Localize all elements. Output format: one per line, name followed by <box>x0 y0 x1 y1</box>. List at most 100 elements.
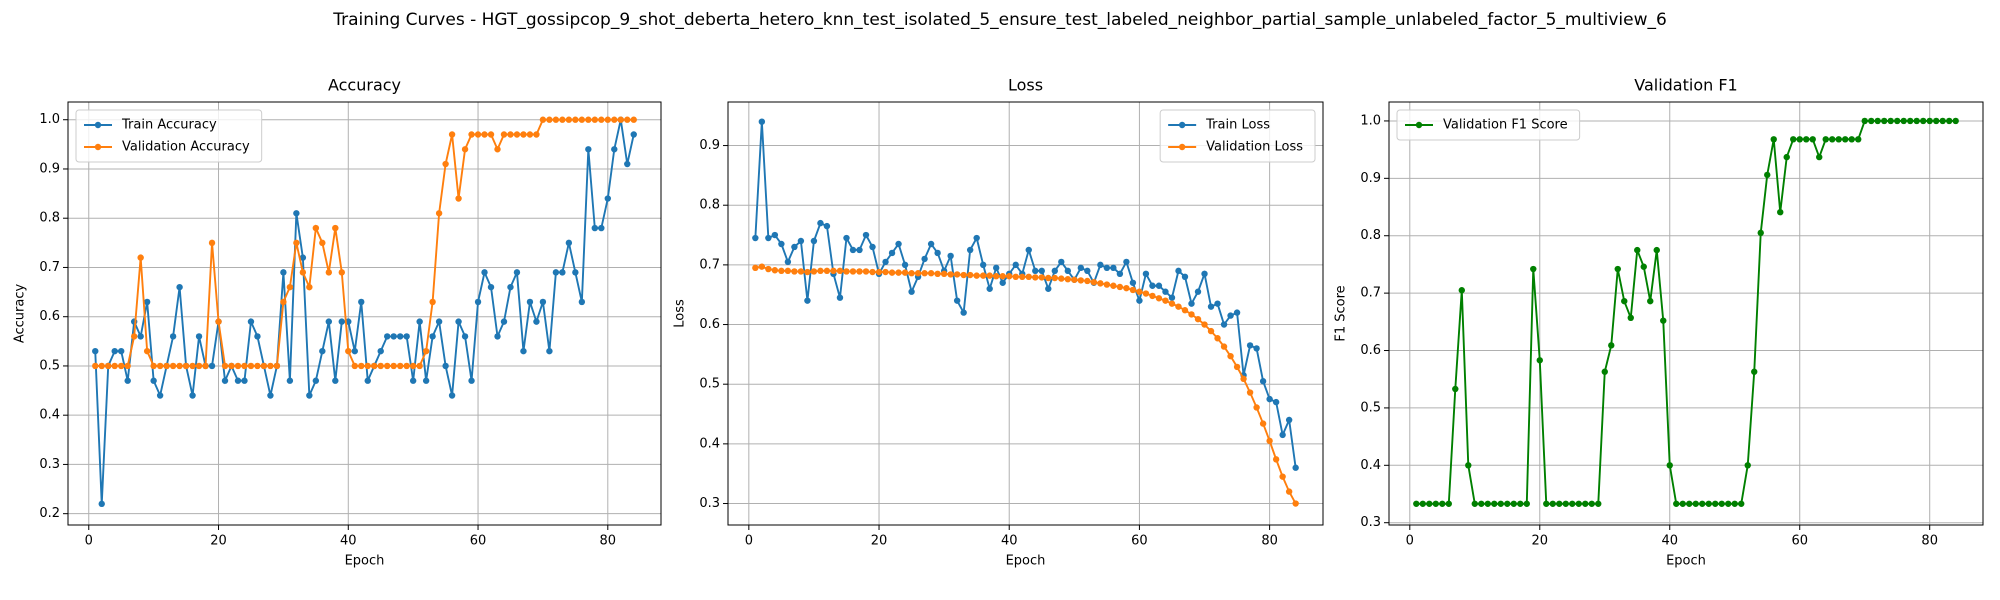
data-point <box>1051 274 1058 282</box>
data-point <box>1142 290 1150 297</box>
data-point <box>221 362 229 370</box>
data-point <box>1868 117 1875 125</box>
data-point <box>1569 500 1576 507</box>
data-point <box>817 267 824 275</box>
data-point <box>176 362 183 370</box>
data-point <box>1471 500 1478 507</box>
data-point <box>1175 303 1182 310</box>
data-point <box>390 362 397 370</box>
data-point <box>1465 462 1472 469</box>
data-point <box>804 268 811 276</box>
data-point <box>752 234 759 242</box>
data-point <box>1116 283 1124 291</box>
data-point <box>630 116 637 123</box>
data-point <box>565 116 573 123</box>
data-point <box>286 283 294 291</box>
data-point <box>1738 500 1745 507</box>
data-point <box>784 258 792 266</box>
data-point <box>1136 288 1143 295</box>
data-point <box>254 333 261 340</box>
data-point <box>559 269 566 276</box>
data-point <box>1292 464 1299 471</box>
data-point <box>526 131 534 138</box>
data-point <box>442 160 449 168</box>
data-point <box>118 362 125 370</box>
data-point <box>403 333 410 340</box>
data-point <box>810 268 818 275</box>
data-point <box>1285 488 1293 495</box>
data-point <box>1227 352 1234 360</box>
data-point <box>98 500 105 508</box>
data-point <box>986 272 993 279</box>
data-point <box>364 377 371 384</box>
data-point <box>1874 117 1881 125</box>
data-point <box>228 362 235 370</box>
data-point <box>234 362 242 370</box>
data-point <box>442 362 449 370</box>
data-point <box>409 362 417 370</box>
legend-marker <box>1178 143 1186 151</box>
data-point <box>92 347 99 355</box>
data-point <box>585 146 592 153</box>
x-tick-label: 0 <box>745 534 753 549</box>
data-point <box>403 362 410 370</box>
data-point <box>500 318 508 325</box>
data-point <box>1084 277 1091 285</box>
data-point <box>791 243 798 251</box>
data-point <box>202 362 209 370</box>
data-point <box>280 298 287 306</box>
figure-title: Training Curves - HGT_gossipcop_9_shot_d… <box>332 10 1667 30</box>
y-tick-label: 0.8 <box>39 211 60 226</box>
data-point <box>1517 500 1524 507</box>
data-point <box>1188 300 1195 307</box>
data-point <box>765 234 772 242</box>
data-point <box>1012 273 1019 281</box>
y-tick-label: 0.6 <box>1360 343 1381 358</box>
data-point <box>1038 274 1045 281</box>
y-tick-label: 0.5 <box>1360 400 1381 415</box>
data-point <box>124 377 131 384</box>
data-point <box>552 269 560 276</box>
legend-label: Validation F1 Score <box>1443 118 1568 133</box>
data-point <box>182 362 190 370</box>
data-point <box>1692 500 1699 507</box>
data-point <box>351 347 358 355</box>
data-point <box>1155 295 1163 302</box>
data-point <box>882 258 889 266</box>
data-point <box>856 268 863 275</box>
data-point <box>1097 261 1104 269</box>
data-point <box>293 210 300 217</box>
data-point <box>1110 282 1117 289</box>
data-point <box>572 116 579 123</box>
data-point <box>293 239 300 247</box>
data-point <box>332 224 339 232</box>
data-point <box>804 297 811 304</box>
data-point <box>830 267 837 275</box>
data-point <box>435 318 443 325</box>
data-point <box>973 272 980 279</box>
data-point <box>1549 500 1556 507</box>
x-tick-label: 60 <box>1791 534 1808 549</box>
legend-box <box>1396 109 1581 141</box>
data-point <box>435 210 443 217</box>
data-point <box>927 240 935 248</box>
data-point <box>254 362 261 370</box>
data-point <box>1861 117 1868 125</box>
data-point <box>1445 500 1452 507</box>
legend-box <box>1159 109 1316 163</box>
data-point <box>1220 321 1228 328</box>
data-point <box>921 270 928 277</box>
data-point <box>1718 500 1725 507</box>
y-tick-label: 0.9 <box>699 138 720 153</box>
data-point <box>98 362 105 370</box>
data-point <box>552 116 560 123</box>
x-axis-label: Epoch <box>1666 554 1706 569</box>
data-point <box>908 270 915 277</box>
data-point <box>377 347 384 355</box>
legend-label: Train Loss <box>1205 118 1270 133</box>
data-point <box>325 269 333 276</box>
legend: Train Accuracy Validation Accuracy <box>75 109 263 163</box>
x-axis-label: Epoch <box>345 554 385 569</box>
data-point <box>921 255 928 263</box>
data-point <box>797 268 805 275</box>
